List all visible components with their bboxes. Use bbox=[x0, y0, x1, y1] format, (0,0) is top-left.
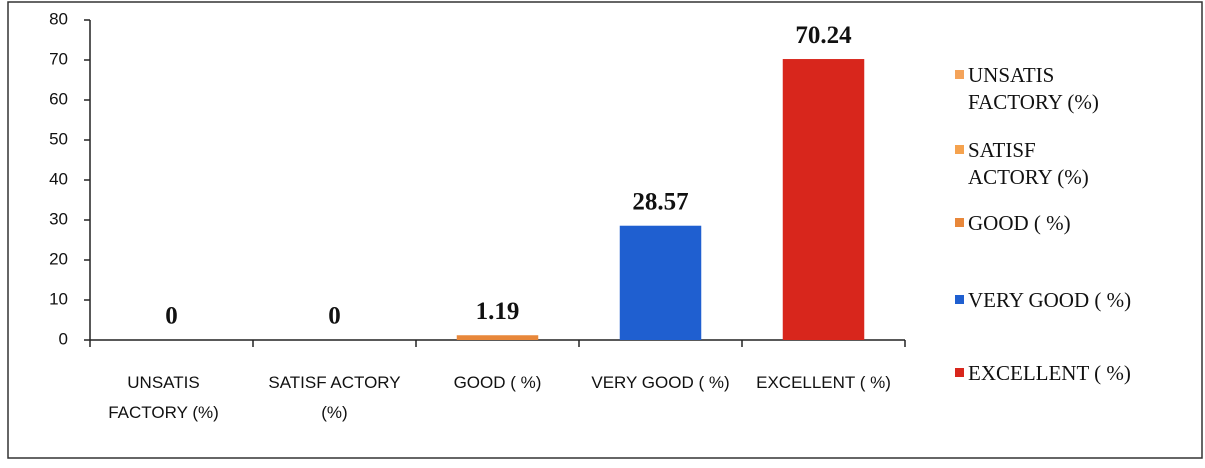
legend-label: GOOD ( %) bbox=[968, 211, 1071, 235]
bar bbox=[619, 225, 702, 340]
data-label: 28.57 bbox=[632, 188, 688, 215]
y-tick-label: 10 bbox=[49, 289, 68, 308]
bar bbox=[456, 335, 539, 340]
y-tick-label: 80 bbox=[49, 9, 68, 28]
x-tick-label: VERY GOOD ( %) bbox=[591, 373, 730, 392]
data-label: 1.19 bbox=[476, 298, 520, 325]
data-label: 70.24 bbox=[795, 22, 852, 49]
legend-swatch bbox=[955, 218, 964, 227]
y-tick-label: 70 bbox=[49, 49, 68, 68]
legend-swatch bbox=[955, 368, 964, 377]
bar bbox=[782, 59, 865, 340]
y-tick-label: 50 bbox=[49, 129, 68, 148]
legend-label: EXCELLENT ( %) bbox=[968, 361, 1131, 385]
y-tick-label: 30 bbox=[49, 209, 68, 228]
legend-swatch bbox=[955, 145, 964, 154]
legend-swatch bbox=[955, 70, 964, 79]
y-tick-label: 40 bbox=[49, 169, 68, 188]
legend-label: VERY GOOD ( %) bbox=[968, 288, 1132, 312]
y-tick-label: 0 bbox=[59, 329, 68, 348]
x-tick-label: GOOD ( %) bbox=[453, 373, 542, 392]
frame bbox=[7, 1, 1203, 459]
x-tick-label: UNSATIS FACTORY (%) bbox=[108, 373, 219, 422]
data-label: 0 bbox=[165, 303, 178, 330]
legend-label: SATISF ACTORY (%) bbox=[968, 138, 1089, 189]
y-tick-label: 60 bbox=[49, 89, 68, 108]
legend-label: UNSATIS FACTORY (%) bbox=[968, 63, 1099, 114]
legend-swatch bbox=[955, 295, 964, 304]
x-tick-label: SATISF ACTORY (%) bbox=[268, 373, 401, 422]
data-label: 0 bbox=[328, 303, 341, 330]
x-tick-label: EXCELLENT ( %) bbox=[756, 373, 891, 392]
y-tick-label: 20 bbox=[49, 249, 68, 268]
